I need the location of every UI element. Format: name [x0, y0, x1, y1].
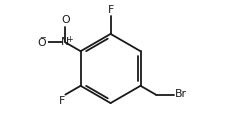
Text: O: O [61, 15, 69, 25]
Text: Br: Br [174, 89, 186, 99]
Text: −: − [39, 33, 46, 42]
Text: F: F [58, 96, 64, 106]
Text: O: O [37, 38, 46, 48]
Text: F: F [107, 5, 113, 15]
Text: N: N [61, 37, 69, 47]
Text: +: + [66, 35, 72, 44]
